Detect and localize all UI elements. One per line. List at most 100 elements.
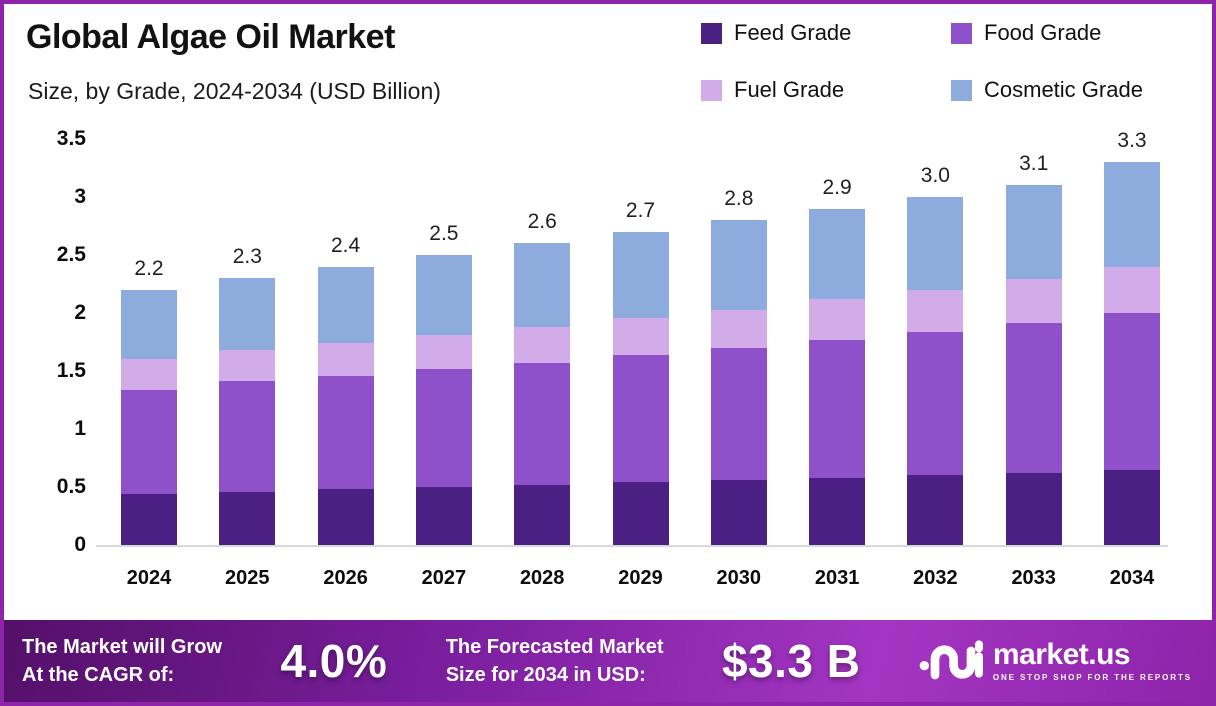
bar-segment-cosmetic-grade — [121, 289, 177, 360]
bar-segment-feed-grade — [809, 477, 866, 545]
cagr-label-line1: The Market will Grow — [22, 636, 223, 658]
bar-segment-fuel-grade — [612, 317, 669, 355]
bar-segment-feed-grade — [514, 484, 571, 545]
x-tick-label: 2027 — [421, 567, 467, 589]
legend-item: Food Grade — [951, 20, 1101, 46]
y-tick-label: 2.5 — [56, 243, 86, 266]
legend-label: Feed Grade — [734, 20, 852, 45]
bar-total-label: 2.4 — [330, 233, 361, 257]
bar-segment-food-grade — [121, 389, 177, 494]
bar-group-2032 — [907, 197, 964, 545]
bar-segment-food-grade — [415, 368, 472, 487]
cagr-value: 4.0% — [280, 635, 388, 687]
bar-segment-food-grade — [1005, 323, 1062, 474]
bar-group-2029 — [612, 231, 669, 545]
bar-segment-food-grade — [612, 354, 669, 483]
bar-segment-cosmetic-grade — [907, 197, 964, 290]
bar-segment-cosmetic-grade — [809, 208, 866, 300]
bar-segment-food-grade — [710, 347, 767, 481]
forecast-label-line2: Size for 2034 in USD: — [445, 664, 646, 686]
bar-segment-cosmetic-grade — [317, 266, 374, 344]
x-tick-label: 2030 — [716, 567, 762, 589]
y-tick-label: 0 — [74, 533, 86, 556]
brand-logo: market.us ONE STOP SHOP FOR THE REPORTS — [919, 636, 1192, 687]
x-tick-label: 2028 — [519, 567, 565, 589]
legend-item: Feed Grade — [701, 20, 851, 46]
bar-segment-cosmetic-grade — [1104, 162, 1160, 267]
bar-segment-feed-grade — [907, 475, 964, 545]
legend-label: Fuel Grade — [734, 77, 845, 102]
bar-group-2028 — [514, 243, 571, 545]
bar-segment-fuel-grade — [514, 326, 571, 363]
forecast-value: $3.3 B — [721, 635, 861, 687]
legend-swatch — [701, 79, 722, 101]
bar-segment-cosmetic-grade — [415, 255, 472, 336]
x-tick-label: 2024 — [126, 567, 172, 589]
bar-group-2026 — [317, 266, 374, 545]
bar-group-2031 — [809, 208, 866, 545]
bar-segment-fuel-grade — [907, 289, 964, 332]
page-title: Global Algae Oil Market — [26, 18, 395, 56]
x-tick-label: 2026 — [323, 567, 368, 589]
bar-segment-cosmetic-grade — [612, 231, 669, 318]
x-tick-label: 2029 — [618, 567, 663, 589]
x-axis-line — [96, 545, 1168, 547]
legend-swatch — [951, 79, 972, 101]
cagr-label: The Market will Grow At the CAGR of: — [22, 633, 222, 689]
bar-total-label: 2.7 — [625, 198, 656, 222]
legend-swatch — [701, 22, 722, 44]
bar-segment-fuel-grade — [219, 350, 276, 382]
bar-segment-fuel-grade — [415, 335, 472, 369]
brand-tagline: ONE STOP SHOP FOR THE REPORTS — [992, 673, 1192, 682]
x-tick-label: 2032 — [913, 567, 958, 589]
bar-group-2025 — [219, 278, 276, 545]
bar-total-label: 3.3 — [1117, 129, 1147, 153]
x-tick-label: 2025 — [225, 567, 270, 589]
bar-total-label: 3.1 — [1019, 152, 1049, 176]
y-tick-label: 2 — [74, 301, 86, 324]
bar-segment-food-grade — [219, 381, 276, 492]
bar-segment-feed-grade — [1104, 469, 1160, 545]
forecast-label: The Forecasted Market Size for 2034 in U… — [446, 633, 664, 689]
bar-total-label: 2.2 — [134, 256, 164, 280]
bar-total-label: 2.5 — [429, 222, 459, 245]
bar-total-label: 2.8 — [724, 187, 754, 211]
bar-group-2024 — [121, 289, 177, 545]
bar-segment-food-grade — [514, 362, 571, 485]
legend-label: Cosmetic Grade — [984, 77, 1143, 102]
footer-banner: The Market will Grow At the CAGR of: 4.0… — [4, 620, 1212, 702]
bar-segment-fuel-grade — [1104, 266, 1160, 313]
bar-total-label: 3.0 — [920, 164, 950, 187]
bar-total-label: 2.6 — [527, 210, 557, 234]
x-tick-label: 2033 — [1011, 567, 1056, 589]
cagr-label-line2: At the CAGR of: — [22, 664, 175, 686]
y-tick-label: 0.5 — [56, 475, 86, 498]
forecast-label-line1: The Forecasted Market — [445, 636, 664, 658]
legend-swatch — [951, 22, 972, 44]
bar-segment-fuel-grade — [710, 309, 767, 348]
page-subtitle: Size, by Grade, 2024-2034 (USD Billion) — [28, 78, 441, 104]
legend-label: Food Grade — [984, 20, 1102, 45]
bar-group-2033 — [1005, 185, 1062, 545]
brand-name: market.us — [992, 638, 1131, 671]
chart-canvas: Global Algae Oil Market Size, by Grade, … — [4, 4, 1212, 702]
bar-segment-fuel-grade — [1005, 279, 1062, 324]
bar-segment-feed-grade — [121, 493, 177, 545]
bar-group-2027 — [415, 255, 472, 545]
bar-group-2034 — [1104, 162, 1160, 545]
bar-segment-fuel-grade — [809, 299, 866, 340]
x-tick-label: 2034 — [1109, 567, 1155, 589]
bar-segment-cosmetic-grade — [219, 278, 276, 351]
bar-segment-fuel-grade — [317, 343, 374, 376]
legend-item: Cosmetic Grade — [951, 77, 1143, 103]
bar-segment-food-grade — [317, 375, 374, 490]
bar-group-2030 — [710, 220, 767, 545]
y-tick-label: 3.5 — [56, 127, 86, 150]
bar-segment-feed-grade — [219, 491, 276, 545]
y-tick-label: 3 — [74, 185, 86, 208]
brand-text: market.us ONE STOP SHOP FOR THE REPORTS — [993, 640, 1192, 682]
bar-segment-cosmetic-grade — [1005, 185, 1062, 280]
market-us-logo-icon — [919, 636, 983, 687]
y-tick-label: 1.5 — [56, 359, 86, 382]
